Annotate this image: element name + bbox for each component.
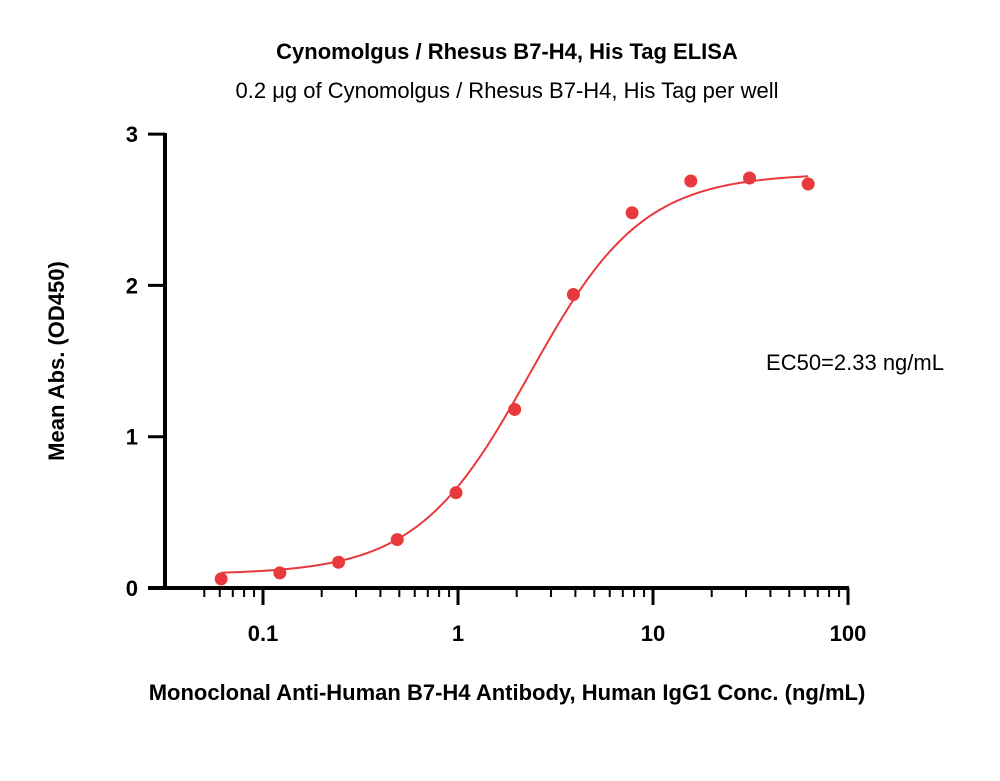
- data-point: [684, 174, 698, 188]
- chart-subtitle: 0.2 μg of Cynomolgus / Rhesus B7-H4, His…: [236, 78, 779, 103]
- y-tick-label: 0: [126, 576, 138, 601]
- y-tick-label: 2: [126, 273, 138, 298]
- data-point: [625, 206, 639, 220]
- data-point: [566, 287, 580, 301]
- y-ticks: 0 1 2 3: [126, 122, 165, 601]
- data-point: [449, 486, 463, 500]
- data-point: [801, 177, 815, 191]
- x-tick-label: 100: [830, 621, 867, 646]
- y-tick-label: 3: [126, 122, 138, 147]
- x-axis-title: Monoclonal Anti-Human B7-H4 Antibody, Hu…: [149, 680, 866, 705]
- x-tick-label: 0.1: [248, 621, 279, 646]
- x-tick-label: 1: [452, 621, 464, 646]
- data-point: [332, 555, 346, 569]
- data-point: [508, 402, 522, 416]
- data-points: [214, 171, 815, 586]
- ec50-annotation: EC50=2.33 ng/mL: [766, 350, 944, 375]
- y-axis-title: Mean Abs. (OD450): [44, 261, 69, 461]
- data-point: [742, 171, 756, 185]
- chart-title: Cynomolgus / Rhesus B7-H4, His Tag ELISA: [276, 39, 738, 64]
- fit-curve: [221, 175, 809, 574]
- x-ticks: 0.1 1 10 100: [203, 588, 867, 646]
- axes: [148, 133, 849, 590]
- data-point: [214, 572, 228, 586]
- data-point: [273, 566, 287, 580]
- x-tick-label: 10: [641, 621, 665, 646]
- data-point: [390, 533, 404, 547]
- y-tick-label: 1: [126, 425, 138, 450]
